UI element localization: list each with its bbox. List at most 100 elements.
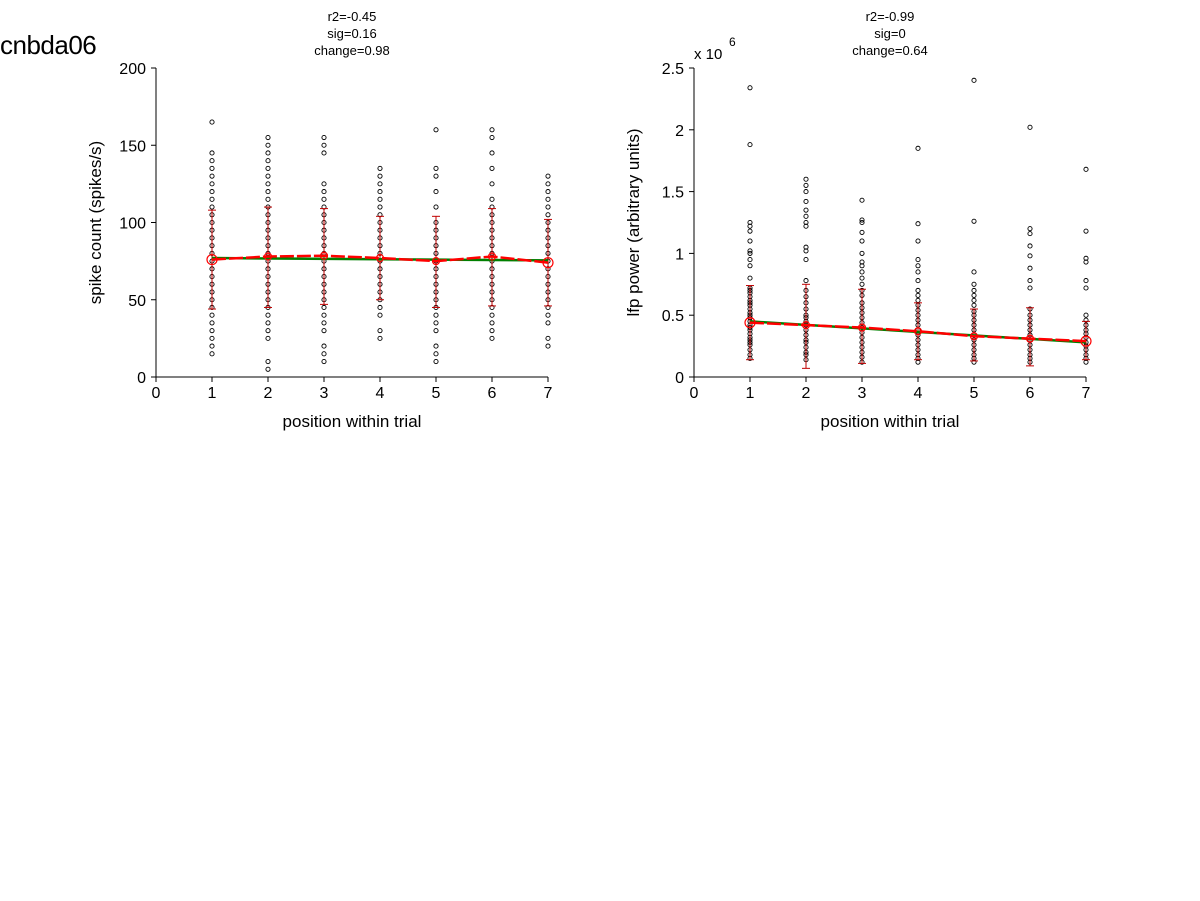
- spike-data-point: [265, 150, 271, 156]
- spike-data-point: [265, 335, 271, 341]
- spike-mean-line: [211, 254, 549, 264]
- spike-data-point: [545, 181, 551, 187]
- lfp-data-point: [1083, 285, 1089, 291]
- lfp-data-point: [747, 142, 753, 148]
- spike-data-point: [265, 181, 271, 187]
- lfp-x-tick-label: 6: [1026, 385, 1035, 402]
- lfp-data-point: [1027, 278, 1033, 284]
- spike-data-point: [321, 320, 327, 326]
- spike-data-point: [489, 181, 495, 187]
- lfp-data-point: [747, 228, 753, 234]
- lfp-data-point: [1083, 166, 1089, 172]
- spike-mean-marker: [487, 252, 497, 261]
- spike-data-point: [209, 335, 215, 341]
- lfp-data-point: [1083, 255, 1089, 261]
- lfp-data-point: [915, 292, 921, 298]
- spike-data-point: [545, 196, 551, 202]
- lfp-data-point: [803, 182, 809, 188]
- lfp-data-point: [803, 219, 809, 226]
- lfp-x-tick-label: 7: [1082, 385, 1091, 402]
- spike-data-point: [265, 158, 271, 164]
- spike-data-point: [545, 212, 551, 218]
- spike-data-point: [377, 181, 383, 187]
- spike-data-point: [545, 204, 551, 210]
- spike-data-point: [377, 304, 383, 311]
- lfp-data-point: [915, 269, 921, 275]
- spike-x-tick-label: 3: [320, 385, 329, 402]
- spike-data-point: [377, 173, 383, 179]
- spike-x-tick-label: 6: [488, 385, 497, 402]
- spike-data-point: [545, 343, 551, 349]
- lfp-data-point: [747, 238, 753, 244]
- spike-data-point: [433, 312, 439, 318]
- spike-data-point: [321, 312, 327, 318]
- spike-x-tick-label: 0: [152, 385, 161, 402]
- lfp-mean-marker: [801, 320, 811, 330]
- spike-data-point: [209, 196, 215, 202]
- lfp-data-point: [803, 189, 809, 195]
- spike-data-point: [265, 320, 271, 326]
- spike-data-point: [433, 127, 439, 133]
- lfp-title-line: sig=0: [874, 26, 905, 41]
- spike-data-point: [265, 328, 271, 334]
- lfp-data-point: [859, 219, 865, 226]
- spike-y-axis-label: spike count (spikes/s): [86, 141, 105, 304]
- spike-data-point: [265, 366, 271, 372]
- spike-data-point: [209, 189, 215, 195]
- spike-data-point: [265, 173, 271, 179]
- spike-data-point: [209, 181, 215, 187]
- lfp-data-point: [859, 281, 865, 287]
- lfp-data-point: [859, 229, 865, 235]
- spike-data-point: [377, 204, 383, 210]
- spike-data-point: [489, 196, 495, 202]
- spike-y-tick-label: 150: [119, 138, 146, 155]
- lfp-data-point: [859, 197, 865, 203]
- spike-data-point: [321, 358, 327, 365]
- spike-x-tick-label: 2: [264, 385, 273, 402]
- lfp-data-point: [747, 223, 753, 229]
- spike-data-point: [321, 343, 327, 349]
- spike-data-point: [321, 196, 327, 202]
- spike-x-tick-label: 7: [544, 385, 553, 402]
- spike-x-tick-label: 5: [432, 385, 441, 402]
- spike-data-point: [433, 173, 439, 179]
- spike-data-point: [265, 358, 271, 365]
- lfp-x-tick-label: 5: [970, 385, 979, 402]
- lfp-data-point: [747, 85, 753, 91]
- lfp-data-point: [915, 278, 921, 284]
- spike-mean-marker: [263, 252, 273, 261]
- lfp-data-point: [747, 257, 753, 263]
- lfp-mean-marker: [857, 323, 867, 332]
- spike-title-line: change=0.98: [314, 43, 390, 58]
- lfp-data-point: [747, 219, 753, 226]
- spike-data-point: [265, 189, 271, 195]
- spike-data-point: [433, 351, 439, 357]
- spike-data-point: [377, 335, 383, 341]
- spike-data-point: [321, 150, 327, 156]
- lfp-mean-marker: [1025, 334, 1035, 343]
- lfp-data-point: [1083, 259, 1089, 265]
- spike-data-point: [321, 134, 327, 141]
- lfp-mean-marker: [969, 332, 979, 341]
- spike-data-point: [433, 328, 439, 334]
- spike-data-point: [209, 119, 215, 125]
- lfp-data-point: [859, 217, 865, 223]
- lfp-y-tick-label: 1: [675, 246, 684, 263]
- spike-data-point: [433, 165, 439, 171]
- lfp-x-tick-label: 2: [802, 385, 811, 402]
- spike-data-point: [265, 142, 271, 148]
- spike-data-point: [265, 165, 271, 171]
- lfp-x-tick-label: 0: [690, 385, 699, 402]
- lfp-data-point: [859, 250, 865, 256]
- spike-data-point: [377, 165, 383, 171]
- spike-data-point: [265, 312, 271, 318]
- spike-data-point: [209, 204, 215, 210]
- spike-data-point: [377, 312, 383, 318]
- lfp-data-point: [971, 281, 977, 287]
- lfp-y-axis-label: lfp power (arbitrary units): [624, 128, 643, 316]
- spike-x-axis-label: position within trial: [283, 412, 422, 431]
- lfp-data-point: [971, 218, 977, 224]
- lfp-y-tick-label: 2: [675, 123, 684, 140]
- spike-data-point: [209, 173, 215, 179]
